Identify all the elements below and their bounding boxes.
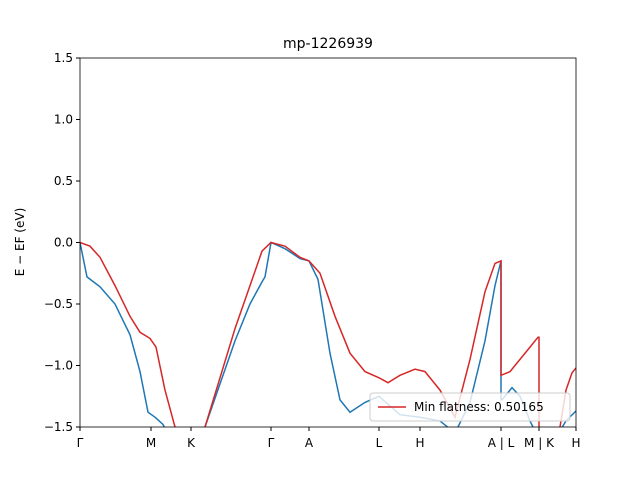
series-line <box>80 241 576 427</box>
x-tick-label: L <box>376 436 383 450</box>
x-tick-label: H <box>415 436 424 450</box>
x-tick-label: Γ <box>268 436 275 450</box>
y-tick-label: 1.5 <box>54 51 73 65</box>
x-tick-label: Γ <box>77 436 84 450</box>
x-tick-label: M | K <box>524 436 555 450</box>
x-tick-label: M <box>146 436 156 450</box>
chart-title: mp-1226939 <box>283 36 373 52</box>
y-tick-label: 1.0 <box>54 113 73 127</box>
x-tick-label: A | L <box>488 436 515 450</box>
legend-label: Min flatness: 0.50165 <box>414 400 544 414</box>
x-tick-label: H <box>571 436 580 450</box>
y-tick-label: 0.0 <box>54 236 73 250</box>
y-axis-label: E − EF (eV) <box>13 208 27 277</box>
y-tick-label: 0.5 <box>54 174 73 188</box>
y-tick-label: −1.0 <box>44 359 73 373</box>
y-tick-label: −0.5 <box>44 297 73 311</box>
x-tick-label: A <box>305 436 314 450</box>
x-tick-label: K <box>187 436 196 450</box>
legend-box <box>369 392 571 422</box>
plot-frame <box>79 57 577 428</box>
y-tick-label: −1.5 <box>44 420 73 434</box>
